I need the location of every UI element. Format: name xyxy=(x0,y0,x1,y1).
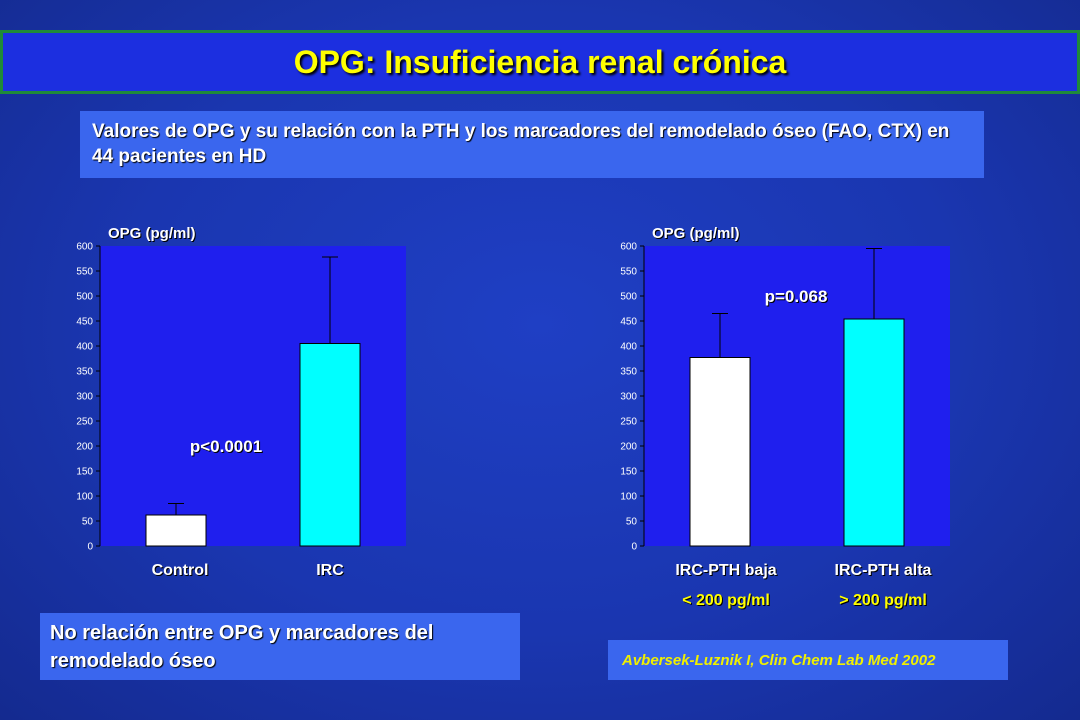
citation: Avbersek-Luznik I, Clin Chem Lab Med 200… xyxy=(608,640,1008,680)
subtitle-box: Valores de OPG y su relación con la PTH … xyxy=(80,111,984,178)
category-label: IRC-PTH baja xyxy=(675,562,776,579)
y-tick-label: 350 xyxy=(620,367,637,378)
y-tick-label: 350 xyxy=(76,367,93,378)
y-tick-label: 550 xyxy=(76,267,93,278)
y-tick-label: 0 xyxy=(87,542,93,553)
y-tick-label: 0 xyxy=(631,542,637,553)
y-tick-label: 450 xyxy=(620,317,637,328)
bar xyxy=(299,343,361,547)
bar xyxy=(843,318,905,547)
y-tick-label: 600 xyxy=(620,242,637,253)
y-tick-label: 150 xyxy=(620,467,637,478)
y-tick-label: 550 xyxy=(620,267,637,278)
title-bar: OPG: Insuficiencia renal crónica xyxy=(0,30,1080,94)
p-value-annotation: p=0.068 xyxy=(765,287,828,306)
y-tick-label: 100 xyxy=(76,492,93,503)
y-axis-label: OPG (pg/ml) xyxy=(652,225,740,242)
y-tick-label: 500 xyxy=(76,292,93,303)
y-tick-label: 300 xyxy=(76,392,93,403)
category-label: Control xyxy=(152,562,209,579)
y-tick-label: 250 xyxy=(76,417,93,428)
y-tick-label: 50 xyxy=(82,517,94,528)
y-tick-label: 400 xyxy=(76,342,93,353)
y-tick-label: 50 xyxy=(626,517,638,528)
y-tick-label: 500 xyxy=(620,292,637,303)
p-value-annotation: p<0.0001 xyxy=(190,437,262,456)
slide-title: OPG: Insuficiencia renal crónica xyxy=(293,43,787,80)
y-tick-label: 200 xyxy=(76,442,93,453)
y-tick-label: 450 xyxy=(76,317,93,328)
y-tick-label: 100 xyxy=(620,492,637,503)
category-label: IRC xyxy=(316,562,344,579)
y-tick-label: 600 xyxy=(76,242,93,253)
y-tick-label: 150 xyxy=(76,467,93,478)
conclusion-box: No relación entre OPG y marcadores del r… xyxy=(40,613,520,680)
y-tick-label: 250 xyxy=(620,417,637,428)
bar xyxy=(689,357,751,547)
y-axis-label: OPG (pg/ml) xyxy=(108,225,196,242)
y-tick-label: 200 xyxy=(620,442,637,453)
bar xyxy=(145,514,207,547)
category-sublabel: < 200 pg/ml xyxy=(682,592,770,609)
y-tick-label: 400 xyxy=(620,342,637,353)
y-tick-label: 300 xyxy=(620,392,637,403)
category-label: IRC-PTH alta xyxy=(835,562,932,579)
category-sublabel: > 200 pg/ml xyxy=(839,592,927,609)
